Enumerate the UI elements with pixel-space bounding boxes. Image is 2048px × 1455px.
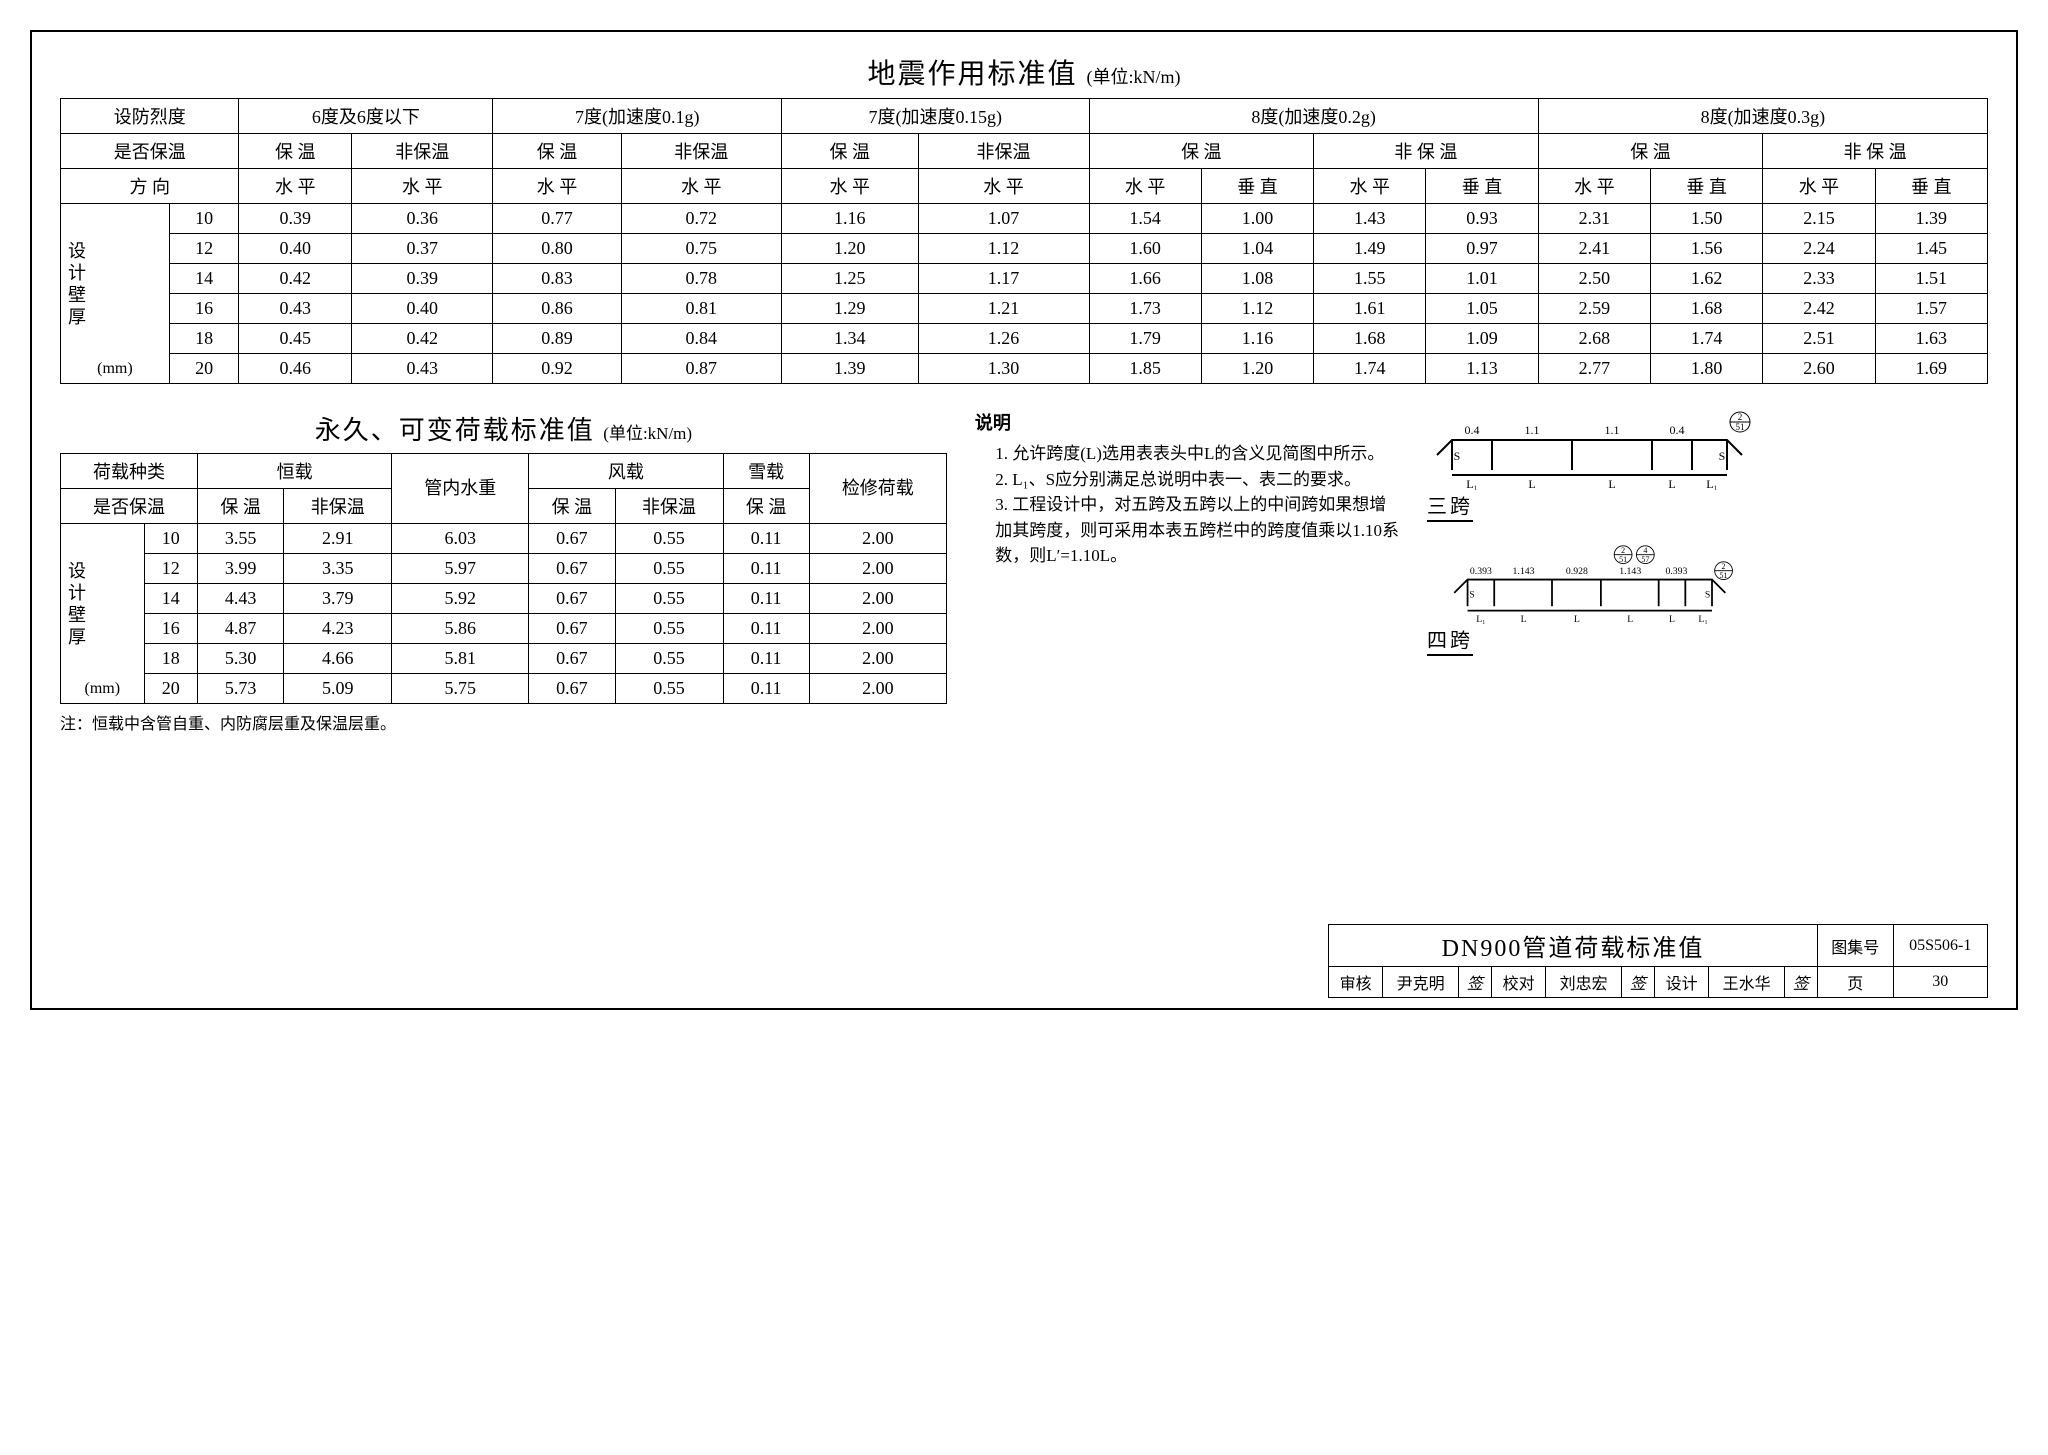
table1-unit: (单位:kN/m) xyxy=(1087,67,1181,87)
t1-g1: 7度(加速度0.1g) xyxy=(493,99,782,134)
table-row: 200.460.430.920.871.391.301.851.201.741.… xyxy=(61,354,1988,384)
svg-text:0.928: 0.928 xyxy=(1566,566,1588,577)
svg-text:L₁: L₁ xyxy=(1706,477,1718,490)
note-item: 1. 允许跨度(L)选用表表头中L的含义见简图中所示。 xyxy=(995,441,1399,467)
svg-text:S: S xyxy=(1705,589,1710,600)
seismic-table: 设防烈度 6度及6度以下 7度(加速度0.1g) 7度(加速度0.15g) 8度… xyxy=(60,98,1988,384)
svg-text:1.1: 1.1 xyxy=(1525,423,1540,437)
table-row: 123.993.355.970.670.550.112.00 xyxy=(61,554,947,584)
svg-text:1.143: 1.143 xyxy=(1619,566,1641,577)
table1-title: 地震作用标准值 (单位:kN/m) xyxy=(60,52,1988,92)
table1-title-text: 地震作用标准值 xyxy=(867,59,1077,90)
svg-text:57: 57 xyxy=(1641,555,1649,564)
svg-text:S: S xyxy=(1454,449,1461,463)
svg-text:51: 51 xyxy=(1720,571,1728,580)
table-row: 160.430.400.860.811.291.211.731.121.611.… xyxy=(61,294,1988,324)
svg-text:L: L xyxy=(1668,477,1675,490)
t1-g4: 8度(加速度0.3g) xyxy=(1538,99,1987,134)
page-frame: 地震作用标准值 (单位:kN/m) 设防烈度 6度及6度以下 7度(加速度0.1… xyxy=(30,30,2018,1010)
svg-text:4: 4 xyxy=(1643,546,1647,555)
svg-text:0.4: 0.4 xyxy=(1670,423,1685,437)
svg-text:0.393: 0.393 xyxy=(1470,566,1492,577)
note-item: 2. L₁、S应分别满足总说明中表一、表二的要求。 xyxy=(995,467,1399,493)
t2-thickness-label: 设计壁厚(mm) xyxy=(61,524,145,704)
svg-text:0.4: 0.4 xyxy=(1465,423,1480,437)
note-item: 3. 工程设计中，对五跨及五跨以上的中间跨如果想增加其跨度，则可采用本表五跨栏中… xyxy=(995,492,1399,569)
svg-text:1.1: 1.1 xyxy=(1605,423,1620,437)
table-row: 设计壁厚(mm)100.390.360.770.721.161.071.541.… xyxy=(61,204,1988,234)
svg-text:2: 2 xyxy=(1722,562,1726,571)
t1-g3: 8度(加速度0.2g) xyxy=(1089,99,1538,134)
svg-text:L₁: L₁ xyxy=(1476,614,1485,624)
bottom-section: 永久、可变荷载标准值 (单位:kN/m) 荷载种类 恒载 管内水重 风载 雪载 … xyxy=(60,410,1988,734)
svg-text:S: S xyxy=(1719,449,1726,463)
svg-text:51: 51 xyxy=(1619,555,1627,564)
table2-title: 永久、可变荷载标准值 (单位:kN/m) xyxy=(60,410,947,447)
t1-thickness-label: 设计壁厚(mm) xyxy=(61,204,170,384)
svg-text:51: 51 xyxy=(1736,422,1745,432)
table-row: 140.420.390.830.781.251.171.661.081.551.… xyxy=(61,264,1988,294)
svg-text:0.393: 0.393 xyxy=(1665,566,1687,577)
t1-g2: 7度(加速度0.15g) xyxy=(782,99,1090,134)
svg-text:L: L xyxy=(1521,614,1527,624)
svg-text:2: 2 xyxy=(1621,546,1625,555)
svg-text:L: L xyxy=(1669,614,1675,624)
diagram-4span: 0.393 1.143 0.928 1.143 0.393 L₁ L L L L… xyxy=(1427,544,1988,656)
table-row: 设计壁厚(mm)103.552.916.030.670.550.112.00 xyxy=(61,524,947,554)
drawing-title: DN900管道荷载标准值 xyxy=(1329,925,1818,967)
table2-footnote: 注：恒载中含管自重、内防腐层重及保温层重。 xyxy=(60,710,947,734)
svg-text:1.143: 1.143 xyxy=(1513,566,1535,577)
table-row: 144.433.795.920.670.550.112.00 xyxy=(61,584,947,614)
table-row: 185.304.665.810.670.550.112.00 xyxy=(61,644,947,674)
svg-text:L: L xyxy=(1608,477,1615,490)
table-row: 205.735.095.750.670.550.112.00 xyxy=(61,674,947,704)
table-row: 180.450.420.890.841.341.261.791.161.681.… xyxy=(61,324,1988,354)
table-row: 164.874.235.860.670.550.112.00 xyxy=(61,614,947,644)
t1-h-insul: 是否保温 xyxy=(61,134,239,169)
diagram-3span: 0.4 1.1 1.1 0.4 L₁ L L L L₁ S S xyxy=(1427,410,1988,522)
load-table: 荷载种类 恒载 管内水重 风载 雪载 检修荷载 是否保温 保 温 非保温 保 温… xyxy=(60,453,947,704)
svg-text:L₁: L₁ xyxy=(1466,477,1478,490)
diagrams: 0.4 1.1 1.1 0.4 L₁ L L L L₁ S S xyxy=(1427,410,1988,734)
t1-g0: 6度及6度以下 xyxy=(239,99,493,134)
notes: 说明 1. 允许跨度(L)选用表表头中L的含义见简图中所示。2. L₁、S应分别… xyxy=(975,410,1399,734)
svg-text:L: L xyxy=(1627,614,1633,624)
table-row: 120.400.370.800.751.201.121.601.041.490.… xyxy=(61,234,1988,264)
svg-text:2: 2 xyxy=(1738,412,1743,422)
svg-text:L₁: L₁ xyxy=(1698,614,1707,624)
svg-text:L: L xyxy=(1528,477,1535,490)
svg-text:S: S xyxy=(1469,589,1474,600)
t1-h-dir: 方 向 xyxy=(61,169,239,204)
svg-text:L: L xyxy=(1574,614,1580,624)
t1-h-intensity: 设防烈度 xyxy=(61,99,239,134)
title-block: DN900管道荷载标准值 图集号 05S506-1 审核 尹克明 签 校对 刘忠… xyxy=(1328,924,1988,998)
